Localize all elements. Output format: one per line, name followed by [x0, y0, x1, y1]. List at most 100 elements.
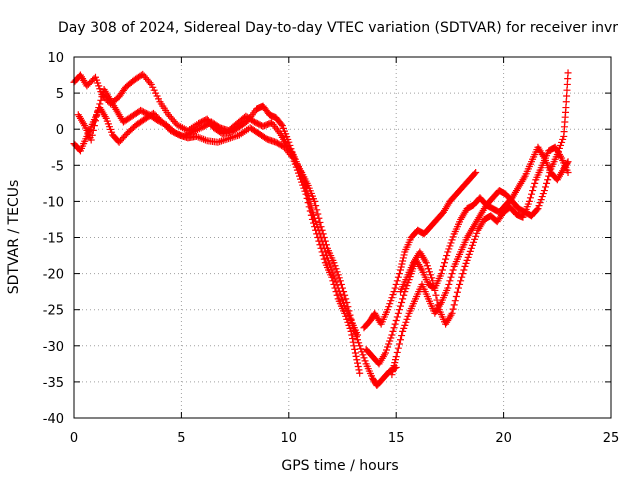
x-tick-label: 25	[603, 431, 620, 446]
data-point	[434, 301, 442, 309]
plot-frame	[73, 56, 612, 419]
data-point	[351, 349, 359, 357]
data-point	[349, 335, 357, 343]
data-point	[472, 232, 480, 240]
data-point	[534, 205, 542, 213]
data-point	[384, 343, 392, 351]
data-point	[390, 324, 398, 332]
data-point	[333, 281, 341, 289]
data-point	[347, 327, 355, 335]
data-point	[340, 299, 348, 307]
data-point	[445, 245, 453, 253]
data-point	[446, 277, 454, 285]
data-point	[332, 265, 340, 273]
data-point	[424, 265, 432, 273]
y-axis-label: SDTVAR / TECUs	[6, 180, 22, 295]
data-point	[454, 284, 462, 292]
data-point	[216, 138, 224, 146]
data-point	[88, 131, 96, 139]
data-point	[399, 257, 407, 265]
data-point	[389, 327, 397, 335]
data-point	[394, 273, 402, 281]
data-point	[392, 317, 400, 325]
data-point	[323, 254, 331, 262]
data-point	[386, 300, 394, 308]
data-point	[349, 338, 357, 346]
data-point	[360, 354, 368, 362]
data-point	[394, 344, 402, 352]
data-point	[461, 262, 469, 270]
data-point	[564, 169, 572, 177]
data-point	[337, 280, 345, 288]
data-point	[451, 297, 459, 305]
data-point	[325, 257, 333, 265]
data-point	[463, 256, 471, 264]
data-point	[398, 332, 406, 340]
data-point	[526, 194, 534, 202]
data-point	[297, 168, 305, 176]
data-point	[400, 251, 408, 259]
data-point	[460, 266, 468, 274]
data-point	[331, 275, 339, 283]
data-point	[450, 301, 458, 309]
data-point	[396, 302, 404, 310]
data-point	[334, 271, 342, 279]
grid-lines	[74, 57, 611, 418]
data-point	[217, 137, 225, 145]
data-point	[87, 136, 95, 144]
data-point	[545, 172, 553, 180]
y-tick-label: -20	[43, 268, 64, 283]
data-point	[448, 270, 456, 278]
data-point	[558, 138, 566, 146]
data-point	[564, 158, 572, 166]
data-point	[427, 271, 435, 279]
data-point	[318, 237, 326, 245]
data-point	[449, 233, 457, 241]
data-point	[390, 362, 398, 370]
data-point	[356, 369, 364, 377]
data-point	[332, 288, 340, 296]
data-point	[343, 298, 351, 306]
data-point	[471, 235, 479, 243]
y-tick-label: -15	[43, 232, 64, 247]
data-point	[471, 170, 479, 178]
data-point	[320, 244, 328, 252]
data-point	[299, 174, 307, 182]
data-point	[91, 117, 99, 125]
y-tick-label: -35	[43, 376, 64, 391]
y-tick-label: 5	[56, 87, 64, 102]
data-point	[544, 176, 552, 184]
data-point	[537, 196, 545, 204]
data-point	[354, 362, 362, 370]
data-point	[400, 324, 408, 332]
data-point	[467, 244, 475, 252]
data-point	[221, 136, 229, 144]
x-tick-label: 5	[177, 431, 185, 446]
data-point	[396, 336, 404, 344]
data-point	[393, 313, 401, 321]
y-tick-label: -25	[43, 304, 64, 319]
data-point	[389, 291, 397, 299]
data-point	[89, 126, 97, 134]
data-point	[546, 169, 554, 177]
data-point	[330, 259, 338, 267]
data-point	[353, 356, 361, 364]
data-point	[448, 309, 456, 317]
data-point	[397, 263, 405, 271]
data-point	[303, 187, 311, 195]
data-point	[432, 291, 440, 299]
data-point	[214, 138, 222, 146]
data-point	[525, 197, 533, 205]
data-point	[358, 348, 366, 356]
data-point	[317, 234, 325, 241]
data-point	[314, 210, 322, 218]
data-point	[535, 202, 543, 210]
data-point	[331, 262, 339, 270]
y-tick-label: 10	[47, 51, 64, 66]
data-point	[528, 190, 536, 198]
data-point	[433, 296, 441, 304]
data-point	[399, 327, 407, 335]
data-point	[339, 296, 346, 304]
data-point	[316, 230, 324, 238]
